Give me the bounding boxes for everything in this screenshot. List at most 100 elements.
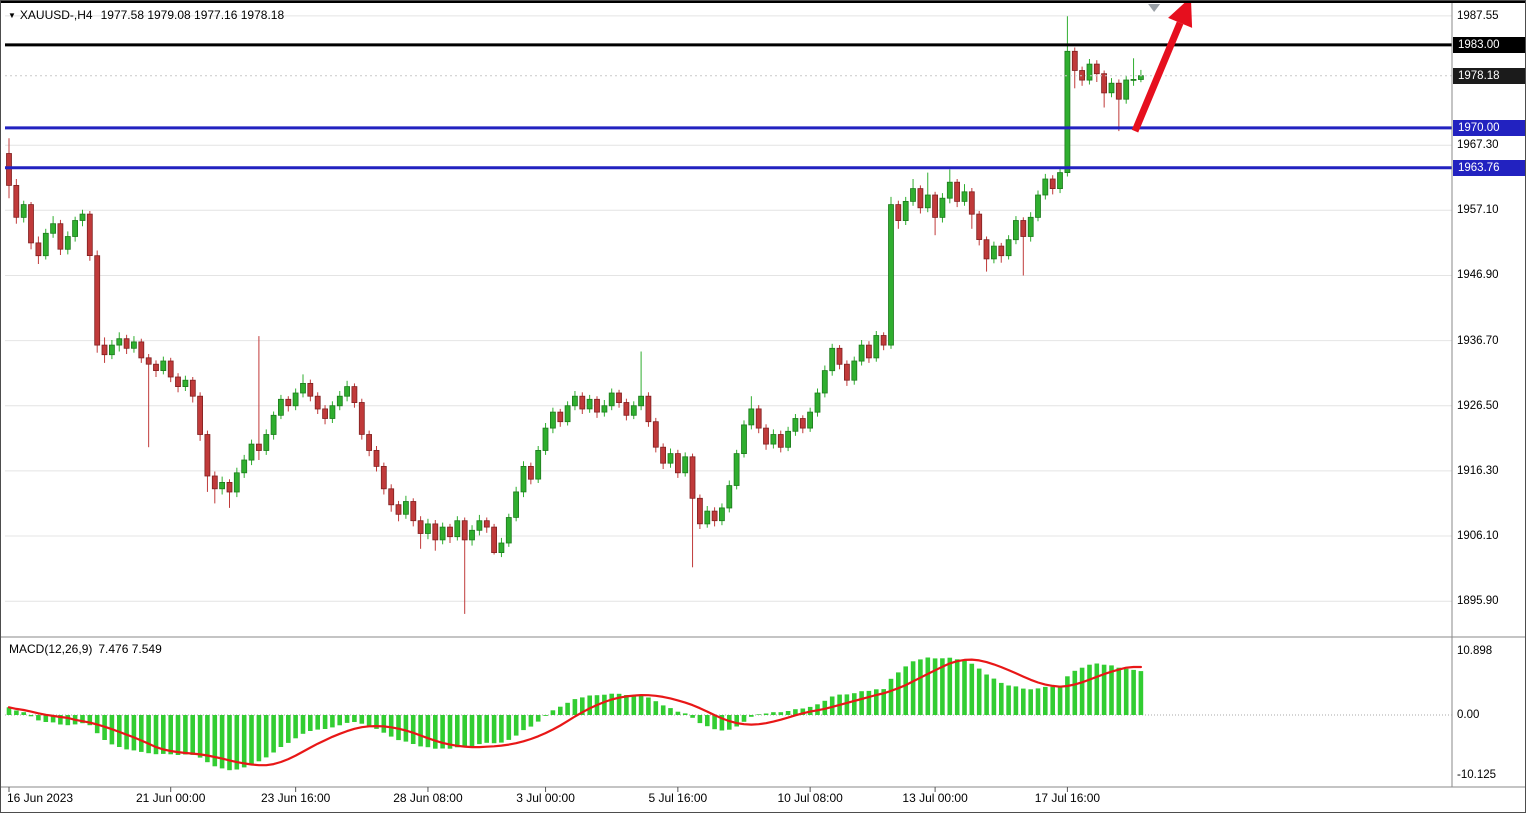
candle (829, 343, 836, 376)
candle (586, 394, 593, 413)
macd-histogram-bar (771, 712, 776, 715)
candle-body (1101, 73, 1107, 94)
macd-histogram-bar (866, 690, 872, 715)
candle-body (498, 542, 505, 554)
candle-body (976, 213, 983, 241)
candle-body (630, 405, 637, 416)
macd-histogram-bar (1013, 686, 1019, 715)
macd-histogram-bar (844, 694, 850, 715)
candle-body (858, 344, 865, 362)
macd-histogram-bar (80, 715, 85, 724)
candle-body (211, 475, 218, 490)
price-axis-tick-label: 1916.30 (1457, 464, 1499, 477)
candle (241, 454, 248, 478)
candle (1071, 47, 1078, 89)
candle-body (130, 341, 137, 349)
candle-body (601, 405, 608, 413)
candle-body (417, 520, 424, 534)
candle (858, 340, 865, 366)
candle (94, 250, 101, 353)
candle-body (351, 386, 358, 404)
candle-body (300, 382, 306, 394)
macd-histogram-bar (793, 709, 798, 715)
candle-body (785, 430, 791, 448)
macd-axis-tick-label: -10.125 (1457, 768, 1497, 781)
trend-arrow-head[interactable] (1168, 1, 1193, 28)
candle-body (79, 213, 86, 221)
candle-body (189, 379, 196, 397)
macd-axis-tick-label: 10.898 (1457, 644, 1493, 657)
macd-histogram-bar (616, 693, 622, 715)
candle-body (586, 398, 593, 410)
candle-body (564, 405, 571, 423)
candle (498, 537, 505, 558)
candle (763, 424, 769, 450)
macd-histogram-bar (962, 660, 967, 715)
candle (667, 448, 674, 468)
macd-histogram-bar (418, 715, 423, 747)
macd-histogram-bar (1072, 670, 1078, 715)
candle (145, 354, 152, 448)
macd-histogram-bar (43, 715, 49, 722)
macd-histogram-bar (888, 678, 894, 715)
macd-histogram-bar (484, 715, 489, 743)
trend-arrow-shaft[interactable] (1131, 21, 1184, 133)
price-axis-tick-label: 1957.10 (1457, 204, 1499, 217)
macd-histogram-bar (161, 715, 166, 754)
macd-histogram-bar (234, 715, 240, 770)
candle-body (954, 181, 960, 202)
candle-body (219, 481, 226, 490)
macd-axis[interactable]: 10.898 0.00 -10.125 (1457, 1, 1525, 812)
one-click-trading-toggle-icon[interactable]: ▼ (8, 11, 16, 20)
macd-histogram-bar (425, 715, 431, 748)
candle-body (821, 370, 828, 394)
candle-body (1071, 50, 1078, 71)
macd-histogram-bar (396, 715, 401, 741)
candle-body (645, 395, 652, 423)
macd-histogram-bar (491, 715, 497, 744)
time-axis[interactable]: 16 Jun 2023 21 Jun 00:00 23 Jun 16:00 28 Ju… (1, 791, 1525, 811)
macd-histogram-bar (918, 659, 923, 715)
candle-body (998, 245, 1005, 257)
candle (1093, 60, 1100, 82)
macd-histogram-bar (1021, 688, 1026, 715)
candle (550, 407, 556, 434)
candle-body (895, 204, 902, 222)
macd-histogram-bar (969, 663, 975, 715)
candle-body (402, 501, 409, 515)
macd-histogram-bar (330, 715, 335, 728)
candle-body (322, 408, 329, 419)
candle (675, 449, 681, 478)
chart-shift-marker-icon[interactable] (1148, 4, 1161, 12)
candle (513, 486, 519, 522)
macd-histogram-bar (271, 715, 276, 753)
candle (50, 216, 56, 238)
candle-body (1013, 220, 1019, 241)
candle (123, 334, 130, 354)
candle (417, 516, 424, 549)
candle-body (461, 520, 468, 541)
macd-histogram-bar (602, 694, 607, 715)
ohlc-values: 1977.58 1979.08 1977.16 1978.18 (100, 8, 285, 22)
candle-body (314, 395, 321, 410)
symbol-period-label: XAUUSD-,H4 (19, 8, 93, 22)
candle (968, 188, 975, 229)
candle-body (594, 398, 600, 413)
price-axis[interactable]: 1987.55 1967.30 1957.10 1946.90 1936.70 1926.… (1457, 1, 1525, 812)
macd-histogram-bar (749, 715, 754, 717)
candle-body (704, 510, 711, 525)
candle (263, 429, 270, 455)
candle (1013, 216, 1019, 245)
candle (851, 356, 858, 385)
candle-body (469, 529, 475, 541)
candle-body (1079, 70, 1085, 81)
price-axis-tick-label: 1895.90 (1457, 595, 1499, 608)
macd-histogram-bar (1035, 688, 1041, 715)
candle-body (535, 449, 542, 480)
candle (924, 172, 931, 213)
candle-body (1005, 239, 1012, 257)
macd-histogram-bar (322, 715, 328, 729)
candle-body (755, 408, 762, 429)
candle (1027, 212, 1034, 242)
